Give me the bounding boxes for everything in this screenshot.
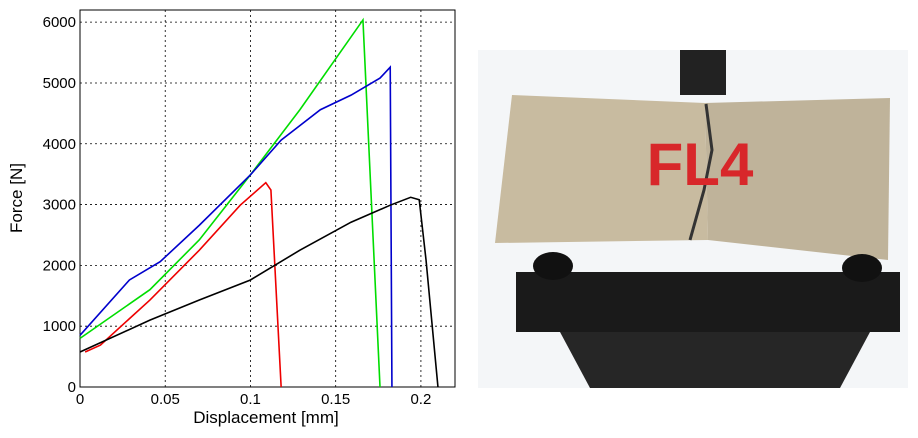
x-tick-label: 0.05 (151, 391, 180, 408)
y-tick-label: 3000 (43, 197, 76, 214)
data-line (84, 181, 282, 388)
y-tick-label: 5000 (43, 75, 76, 92)
support-roller (533, 252, 573, 280)
specimen-left (495, 95, 708, 243)
x-axis-label: Displacement [mm] (193, 408, 338, 427)
support-stand (560, 332, 870, 388)
y-tick-label: 1000 (43, 318, 76, 335)
y-tick-label: 6000 (43, 14, 76, 31)
y-tick-label: 0 (68, 379, 76, 396)
specimen-right (705, 98, 890, 260)
loading-pin (680, 50, 726, 95)
x-tick-label: 0 (76, 391, 84, 408)
y-axis-label: Force [N] (7, 163, 26, 233)
photo-label: FL4 (647, 131, 754, 198)
y-tick-label: 4000 (43, 136, 76, 153)
photo: FL4 (478, 50, 908, 388)
x-tick-label: 0.15 (321, 391, 350, 408)
support-roller (842, 254, 882, 282)
data-line (79, 196, 439, 388)
data-line (79, 65, 393, 388)
support-base (516, 272, 900, 332)
crack (688, 103, 714, 241)
y-tick-label: 2000 (43, 257, 76, 274)
plot-area (79, 9, 456, 388)
x-tick-label: 0.1 (240, 391, 261, 408)
x-tick-label: 0.2 (410, 391, 431, 408)
